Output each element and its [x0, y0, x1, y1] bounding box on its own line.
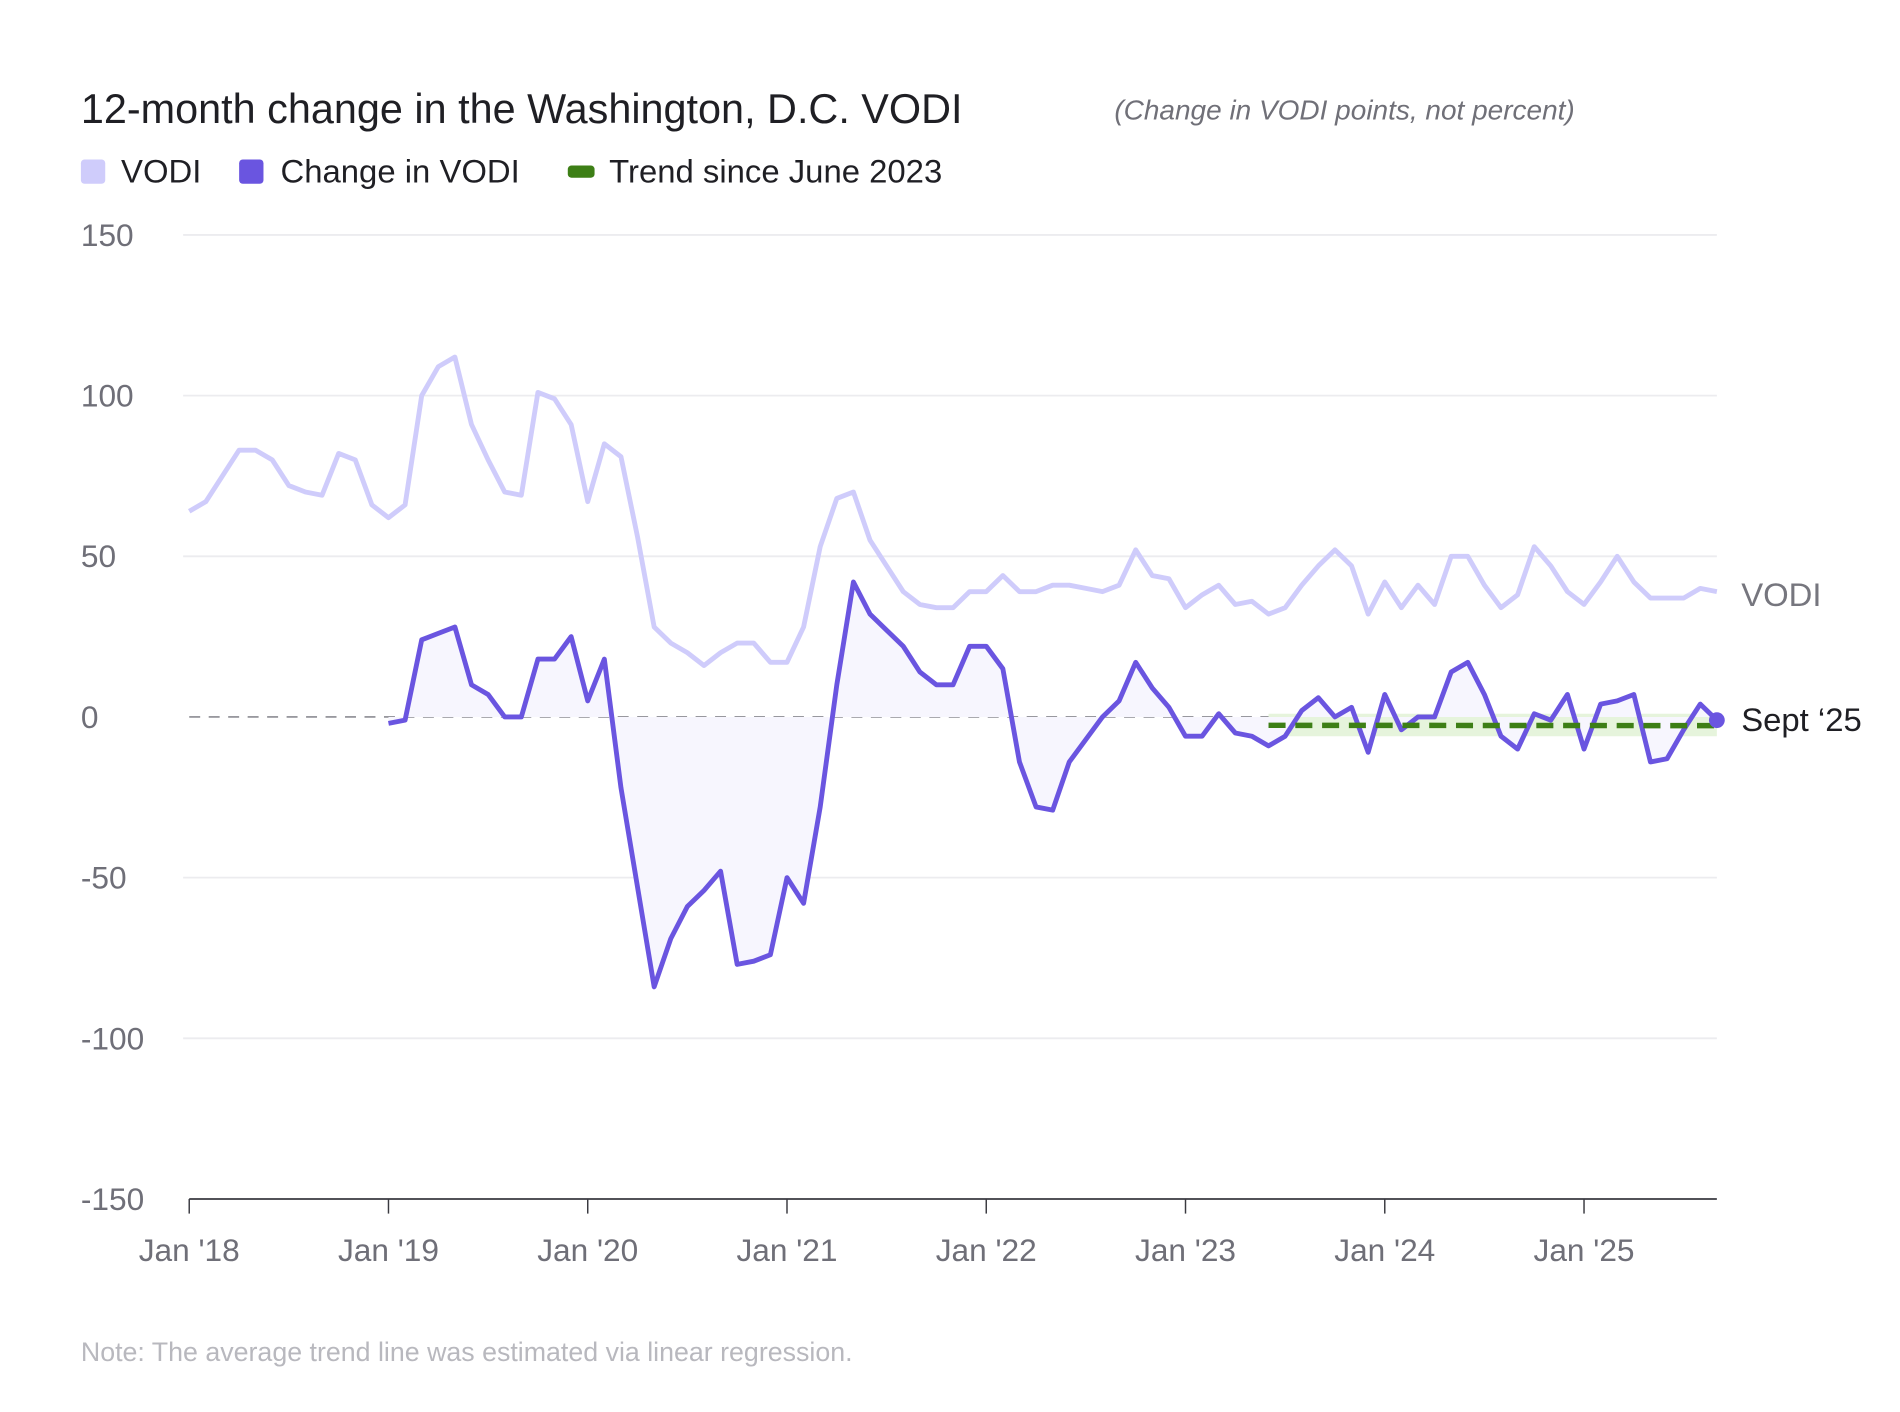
change-end-label: Sept ‘25 [1741, 701, 1862, 738]
x-tick-label: Jan '24 [1334, 1232, 1435, 1268]
y-tick-label: -50 [81, 860, 127, 896]
legend-label-change: Change in VODI [281, 153, 520, 190]
x-tick-label: Jan '21 [736, 1232, 837, 1268]
legend-swatch-change [239, 159, 264, 184]
y-tick-label: -150 [81, 1181, 144, 1217]
change-end-marker [1708, 712, 1725, 729]
x-tick-label: Jan '25 [1534, 1232, 1635, 1268]
y-tick-label: 100 [81, 378, 134, 414]
y-tick-label: 0 [81, 699, 99, 735]
legend-swatch-vodi [80, 159, 106, 184]
y-tick-label: 150 [81, 217, 134, 253]
vodi-line [188, 354, 1718, 668]
x-tick-label: Jan '18 [139, 1232, 240, 1268]
chart-subtitle: (Change in VODI points, not percent) [1114, 94, 1574, 125]
x-tick-label: Jan '23 [1135, 1232, 1236, 1268]
legend-swatch-trend [567, 165, 595, 178]
x-tick-label: Jan '19 [338, 1232, 439, 1268]
vodi-end-label: VODI [1741, 576, 1821, 613]
legend: VODI Change in VODI Trend since June 202… [80, 153, 942, 190]
plot-area: Sept ‘25 VODI [188, 354, 1862, 990]
legend-label-trend: Trend since June 2023 [609, 153, 942, 190]
x-tick-label: Jan '20 [537, 1232, 638, 1268]
x-axis: Jan '18 Jan '19 Jan '20 Jan '21 Jan '22 Jan '… [139, 1198, 1635, 1268]
y-tick-label: -100 [81, 1020, 144, 1056]
y-axis: 150 100 50 0 -50 -100 -150 [81, 217, 144, 1217]
y-tick-label: 50 [81, 538, 116, 574]
chart-title: 12-month change in the Washington, D.C. … [81, 86, 963, 132]
legend-label-vodi: VODI [121, 153, 201, 190]
chart-note: Note: The average trend line was estimat… [81, 1337, 853, 1367]
change-area-fill [388, 581, 1717, 987]
x-tick-label: Jan '22 [936, 1232, 1037, 1268]
